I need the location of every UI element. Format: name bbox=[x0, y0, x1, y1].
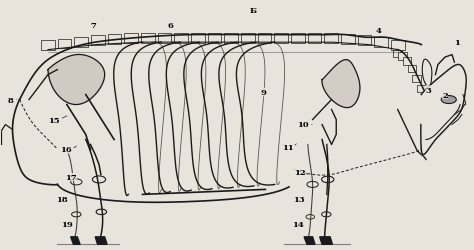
FancyBboxPatch shape bbox=[224, 34, 238, 43]
FancyBboxPatch shape bbox=[257, 34, 271, 43]
FancyBboxPatch shape bbox=[274, 34, 288, 43]
FancyBboxPatch shape bbox=[58, 40, 72, 49]
Circle shape bbox=[71, 179, 82, 185]
FancyBboxPatch shape bbox=[91, 36, 105, 46]
Text: 2: 2 bbox=[442, 91, 448, 99]
Text: 12: 12 bbox=[293, 168, 305, 176]
Polygon shape bbox=[48, 55, 105, 105]
Polygon shape bbox=[322, 60, 360, 108]
Text: 10: 10 bbox=[297, 121, 309, 129]
Circle shape bbox=[96, 209, 107, 215]
FancyBboxPatch shape bbox=[308, 34, 321, 43]
Text: 6: 6 bbox=[168, 22, 174, 30]
FancyBboxPatch shape bbox=[208, 34, 221, 43]
FancyBboxPatch shape bbox=[398, 53, 407, 60]
Circle shape bbox=[321, 176, 334, 183]
Text: 7: 7 bbox=[90, 22, 96, 30]
Circle shape bbox=[72, 212, 81, 217]
FancyBboxPatch shape bbox=[291, 34, 305, 43]
FancyBboxPatch shape bbox=[393, 51, 402, 58]
Text: 3: 3 bbox=[426, 86, 431, 94]
Polygon shape bbox=[421, 65, 466, 155]
Text: 18: 18 bbox=[56, 196, 68, 203]
Circle shape bbox=[321, 212, 331, 217]
Text: Б: Б bbox=[250, 7, 257, 14]
FancyBboxPatch shape bbox=[74, 38, 88, 48]
FancyBboxPatch shape bbox=[403, 58, 411, 66]
Circle shape bbox=[306, 215, 315, 219]
FancyBboxPatch shape bbox=[108, 35, 121, 45]
Circle shape bbox=[92, 176, 106, 183]
FancyBboxPatch shape bbox=[374, 38, 388, 48]
Text: 9: 9 bbox=[260, 89, 266, 97]
FancyBboxPatch shape bbox=[408, 66, 416, 73]
FancyBboxPatch shape bbox=[391, 41, 404, 51]
Text: 11: 11 bbox=[282, 144, 294, 151]
Text: 19: 19 bbox=[61, 220, 73, 228]
Circle shape bbox=[441, 96, 456, 104]
Polygon shape bbox=[304, 237, 315, 244]
Text: 14: 14 bbox=[292, 220, 303, 228]
FancyBboxPatch shape bbox=[417, 86, 426, 93]
FancyBboxPatch shape bbox=[124, 34, 138, 44]
FancyBboxPatch shape bbox=[241, 34, 255, 43]
FancyBboxPatch shape bbox=[191, 34, 205, 43]
FancyBboxPatch shape bbox=[174, 34, 188, 43]
FancyBboxPatch shape bbox=[158, 34, 172, 43]
Text: 1: 1 bbox=[454, 39, 460, 47]
FancyBboxPatch shape bbox=[341, 35, 355, 44]
Polygon shape bbox=[71, 237, 80, 244]
Text: 13: 13 bbox=[292, 196, 304, 203]
Polygon shape bbox=[319, 237, 332, 244]
Circle shape bbox=[307, 182, 318, 188]
Text: 15: 15 bbox=[48, 116, 59, 124]
Polygon shape bbox=[95, 237, 107, 244]
Text: 4: 4 bbox=[376, 26, 382, 34]
Text: 17: 17 bbox=[65, 173, 76, 181]
FancyBboxPatch shape bbox=[357, 36, 371, 46]
FancyBboxPatch shape bbox=[41, 41, 55, 51]
Text: 8: 8 bbox=[7, 96, 13, 104]
FancyBboxPatch shape bbox=[412, 76, 421, 83]
FancyBboxPatch shape bbox=[324, 34, 338, 43]
Text: 16: 16 bbox=[60, 146, 72, 154]
FancyBboxPatch shape bbox=[141, 34, 155, 43]
FancyBboxPatch shape bbox=[422, 96, 430, 103]
